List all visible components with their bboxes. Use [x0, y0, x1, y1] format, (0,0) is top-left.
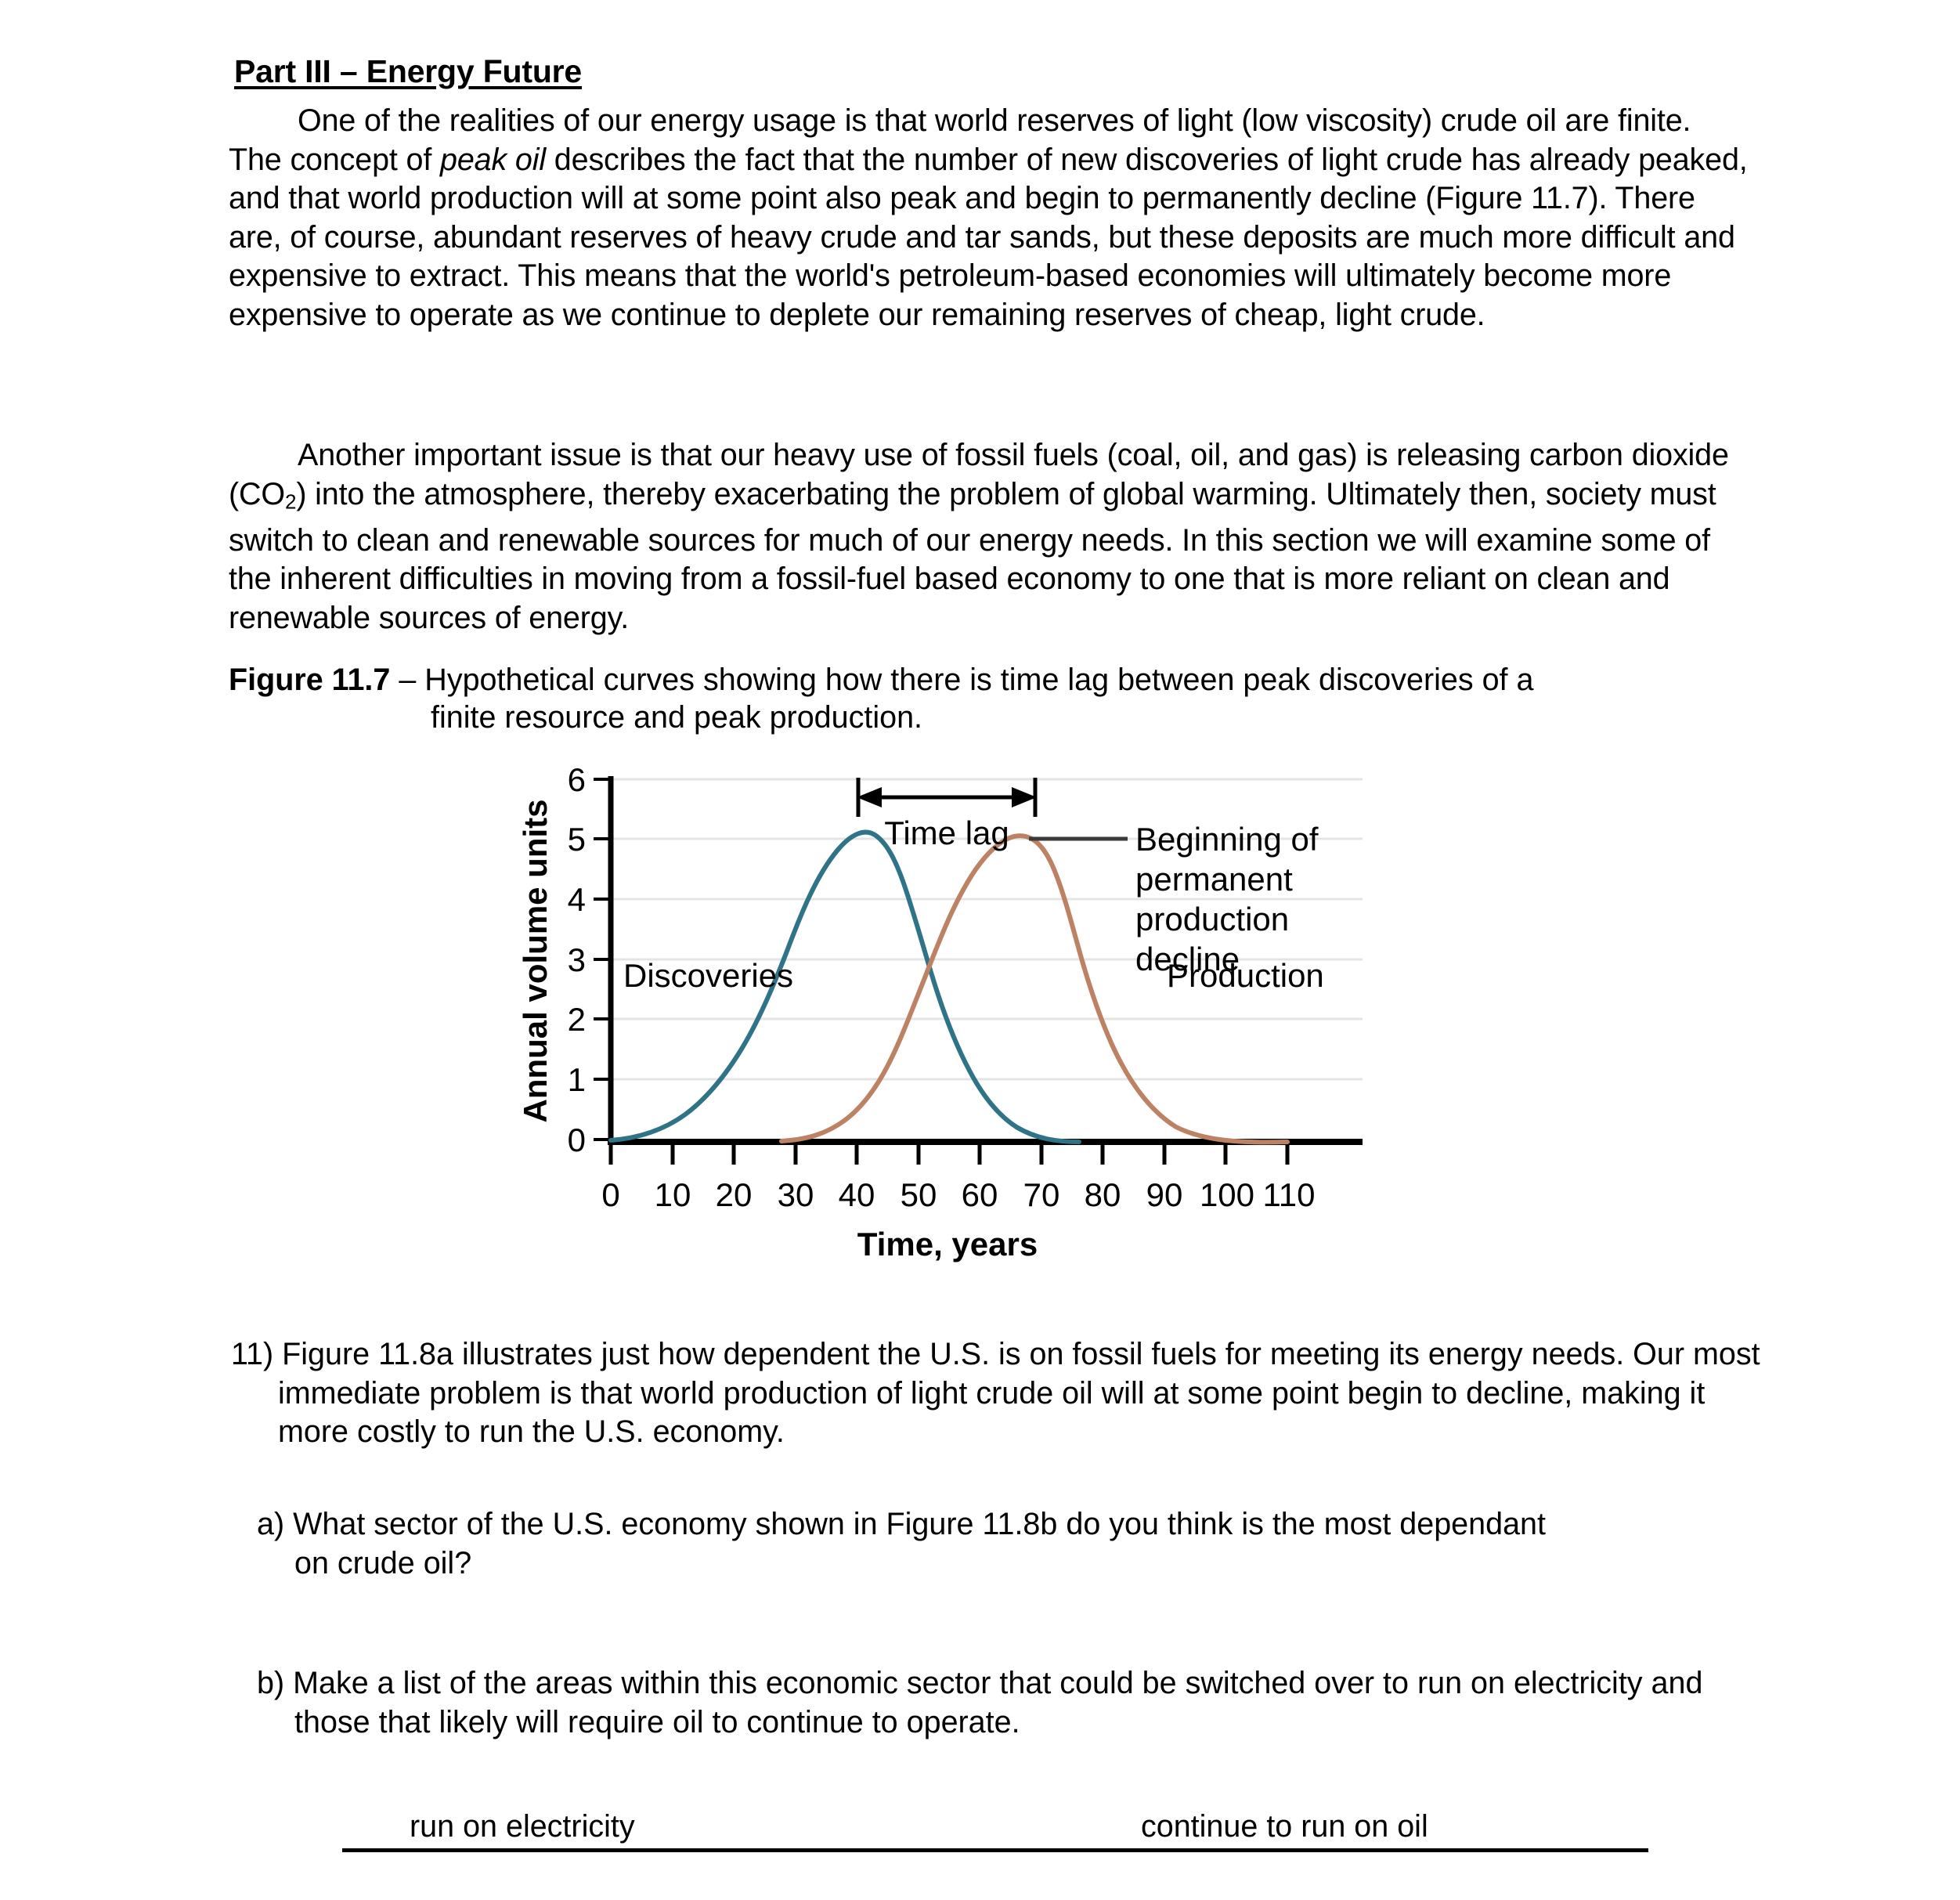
x-tick-100: 100: [1200, 1176, 1254, 1213]
y-tick-4: 4: [568, 881, 586, 918]
para2-part-b: ) into the atmosphere, thereby exacerbat…: [229, 476, 1716, 635]
para2-part-a: Another important issue is that our heav…: [229, 438, 1729, 511]
figure-caption: Figure 11.7 – Hypothetical curves showin…: [229, 660, 1795, 737]
time-lag-label: Time lag: [884, 815, 1009, 851]
series-label-production: Production: [1167, 957, 1324, 994]
figure-caption-line-1: – Hypothetical curves showing how there …: [390, 663, 1534, 697]
x-tick-70: 70: [1023, 1176, 1060, 1213]
answer-table-rule: [342, 1848, 1648, 1852]
series-discoveries-curve: [608, 829, 1081, 1144]
y-tick-5: 5: [568, 821, 586, 858]
chart-y-axis: 6 5 4 3 2 1 0 Annual volume units: [517, 761, 614, 1158]
chart-x-axis: 0 10 20 30 40 50 60 70 80 90 100 110 Tim…: [601, 1139, 1363, 1262]
answer-table: run on electricity continue to run on oi…: [342, 1809, 1648, 1852]
para1-part-b: describes the fact that the number of ne…: [229, 142, 1748, 332]
production-decline-callout: Beginning of permanent production declin…: [1029, 821, 1319, 977]
question-11a-text: a) What sector of the U.S. economy shown…: [257, 1507, 1547, 1580]
figure-11-7-chart: 6 5 4 3 2 1 0 Annual volume units: [509, 748, 1480, 1312]
arrow-right-head: [1012, 787, 1037, 807]
x-tick-20: 20: [716, 1176, 753, 1213]
x-tick-10: 10: [655, 1176, 691, 1213]
x-tick-60: 60: [962, 1176, 998, 1213]
x-tick-110: 110: [1263, 1176, 1316, 1213]
x-tick-30: 30: [778, 1176, 814, 1213]
para1-emphasis-peak-oil: peak oil: [440, 142, 546, 177]
x-tick-50: 50: [901, 1176, 937, 1213]
series-production-curve: [779, 833, 1290, 1145]
question-11: 11) Figure 11.8a illustrates just how de…: [231, 1335, 1766, 1452]
figure-caption-line-2: finite resource and peak production.: [431, 700, 923, 735]
x-tick-90: 90: [1146, 1176, 1183, 1213]
y-tick-0: 0: [568, 1122, 586, 1158]
callout-line-1: Beginning of: [1135, 821, 1319, 858]
x-tick-40: 40: [839, 1176, 875, 1213]
question-11a: a) What sector of the U.S. economy shown…: [257, 1505, 1588, 1583]
y-tick-1: 1: [568, 1061, 586, 1098]
question-11b-text: b) Make a list of the areas within this …: [257, 1666, 1703, 1739]
question-11b: b) Make a list of the areas within this …: [257, 1664, 1713, 1742]
y-tick-2: 2: [568, 1001, 586, 1038]
answer-column-header-oil: continue to run on oil: [1141, 1809, 1428, 1844]
callout-line-3: production: [1135, 901, 1289, 937]
page-title: Part III – Energy Future: [234, 53, 583, 89]
paragraph-carbon-dioxide: Another important issue is that our heav…: [229, 436, 1756, 638]
callout-line-2: permanent: [1135, 861, 1293, 898]
chart-gridlines: [611, 778, 1363, 1081]
x-tick-0: 0: [601, 1176, 619, 1213]
time-lag-annotation: Time lag: [856, 778, 1038, 851]
y-tick-6: 6: [568, 761, 586, 798]
question-11-text: 11) Figure 11.8a illustrates just how de…: [231, 1337, 1760, 1449]
arrow-left-head: [857, 787, 882, 807]
y-tick-3: 3: [568, 941, 586, 978]
answer-table-headers: run on electricity continue to run on oi…: [342, 1809, 1648, 1847]
para1-part-a: One of the realities of our energy usage…: [229, 103, 1691, 177]
co2-subscript: 2: [284, 489, 297, 514]
answer-column-header-electricity: run on electricity: [410, 1809, 635, 1844]
x-axis-label: Time, years: [857, 1226, 1038, 1262]
y-axis-label: Annual volume units: [517, 799, 554, 1122]
paragraph-peak-oil: One of the realities of our energy usage…: [229, 102, 1750, 334]
x-tick-80: 80: [1085, 1176, 1121, 1213]
callout-line-4: decline: [1135, 941, 1240, 977]
figure-number: Figure 11.7: [229, 663, 391, 697]
series-label-discoveries: Discoveries: [623, 957, 793, 994]
